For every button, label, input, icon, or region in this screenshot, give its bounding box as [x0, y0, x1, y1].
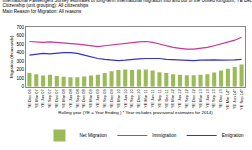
svg-text:Net Migration: Net Migration: [79, 133, 107, 138]
svg-text:YE Sep 10: YE Sep 10: [129, 88, 134, 108]
svg-text:YE Mar 10: YE Mar 10: [116, 88, 121, 108]
svg-text:YE Jun 14*: YE Jun 14*: [232, 89, 237, 109]
svg-text:YE Sep 12: YE Sep 12: [184, 88, 189, 108]
svg-text:YE Dec 07: YE Dec 07: [54, 88, 59, 108]
svg-text:YE Dec 13: YE Dec 13: [218, 88, 223, 108]
svg-text:YE Jun 13: YE Jun 13: [205, 88, 210, 107]
svg-text:500: 500: [16, 42, 24, 47]
svg-text:International Passengers Surve: International Passengers Survey estimate…: [3, 0, 252, 14]
svg-text:YE Mar 13: YE Mar 13: [198, 88, 203, 108]
svg-text:YE Sep 13: YE Sep 13: [212, 88, 217, 108]
svg-text:YE Sep 14*: YE Sep 14*: [239, 89, 244, 110]
svg-text:YE Dec 11: YE Dec 11: [164, 88, 169, 108]
svg-text:100: 100: [16, 76, 24, 81]
svg-text:YE Mar 07: YE Mar 07: [34, 88, 39, 108]
svg-text:400: 400: [16, 50, 24, 55]
svg-text:YE Jun 09: YE Jun 09: [95, 88, 100, 107]
svg-text:YE Mar 12: YE Mar 12: [170, 88, 175, 108]
svg-text:300: 300: [16, 59, 24, 64]
svg-text:Emigration: Emigration: [222, 133, 244, 138]
svg-text:YE Sep 09: YE Sep 09: [102, 88, 107, 108]
svg-text:YE Jun 11: YE Jun 11: [150, 88, 155, 107]
svg-text:YE Dec 06: YE Dec 06: [27, 88, 32, 108]
svg-text:0: 0: [22, 84, 25, 89]
svg-text:YE Dec 12: YE Dec 12: [191, 88, 196, 108]
svg-text:YE Jun 08: YE Jun 08: [68, 88, 73, 107]
svg-text:YE Dec 10: YE Dec 10: [136, 88, 141, 108]
svg-text:YE Mar 14*: YE Mar 14*: [225, 89, 230, 110]
svg-text:Rolling year (YE = Year Ending: Rolling year (YE = Year Ending ) * Year …: [58, 110, 213, 115]
svg-text:Immigration: Immigration: [152, 133, 176, 138]
svg-text:200: 200: [16, 67, 24, 72]
svg-text:YE Dec 08: YE Dec 08: [81, 88, 86, 108]
svg-text:YE Jun 12: YE Jun 12: [177, 88, 182, 107]
svg-text:YE Sep 07: YE Sep 07: [47, 88, 52, 108]
svg-text:YE Mar 08: YE Mar 08: [61, 88, 66, 108]
svg-text:YE Mar 09: YE Mar 09: [88, 88, 93, 108]
svg-text:YE Sep 08: YE Sep 08: [75, 88, 80, 108]
svg-text:Migration (thousands): Migration (thousands): [9, 35, 14, 78]
svg-text:YE Jun 10: YE Jun 10: [123, 88, 128, 107]
svg-text:700: 700: [16, 25, 24, 30]
svg-text:YE Jun 07: YE Jun 07: [40, 88, 45, 107]
svg-text:600: 600: [16, 33, 24, 38]
svg-text:YE Mar 11: YE Mar 11: [143, 88, 148, 107]
svg-text:YE Dec 09: YE Dec 09: [109, 88, 114, 108]
svg-text:YE Sep 11: YE Sep 11: [157, 88, 162, 108]
